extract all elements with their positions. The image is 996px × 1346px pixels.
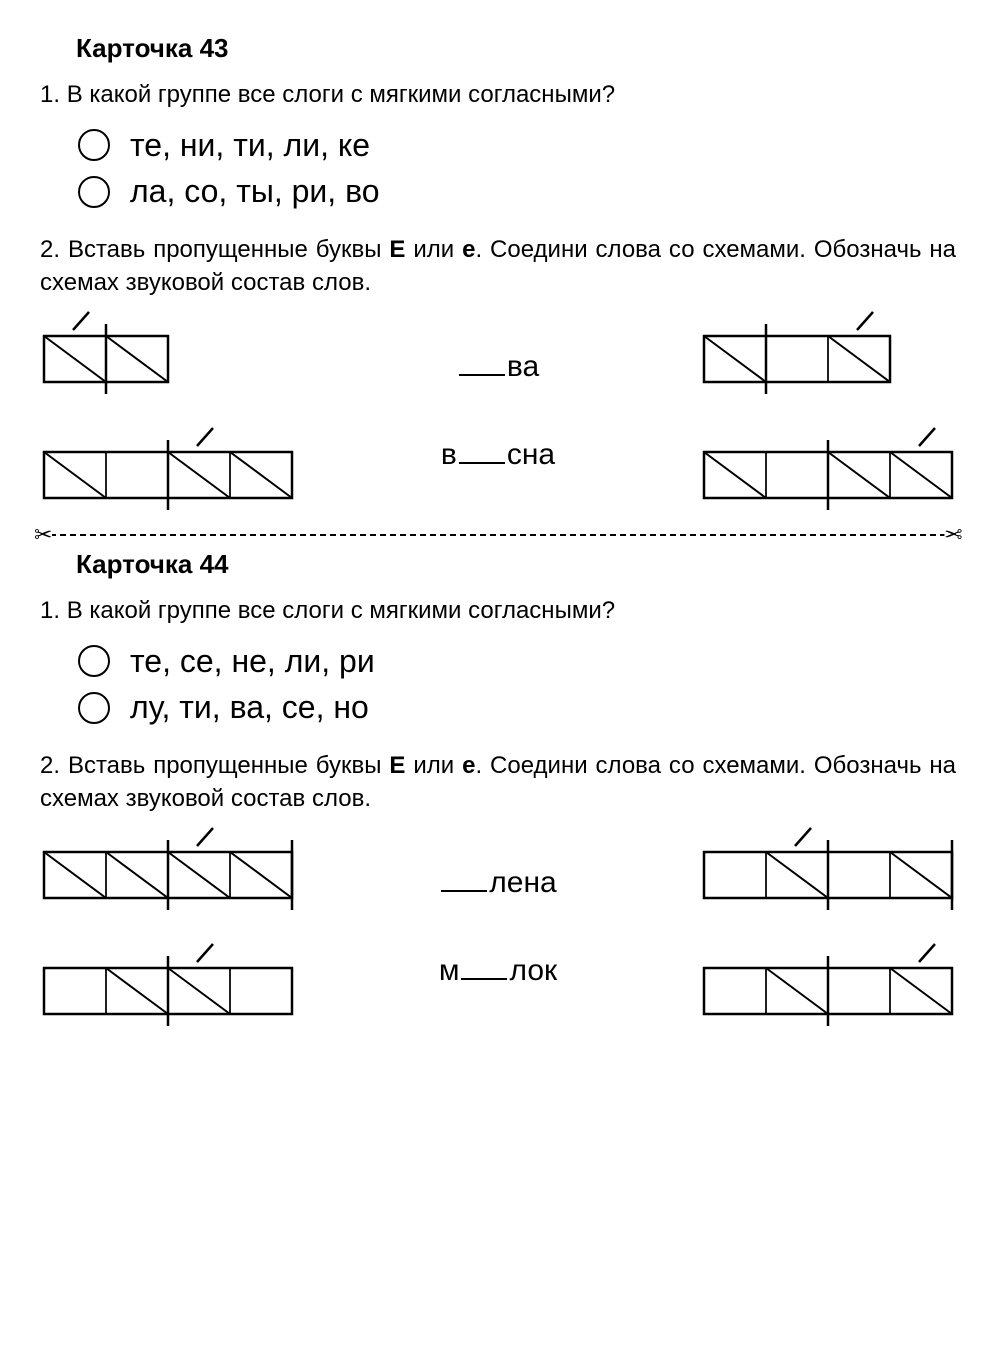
option-row[interactable]: ла, со, ты, ри, во (78, 168, 956, 214)
q1-num: 1. (40, 81, 60, 108)
syllable-schema (700, 824, 956, 912)
q1-text: В какой группе все слоги с мягкими согла… (67, 597, 615, 624)
card-43-schemas: ва всна (40, 308, 956, 512)
option-text: ла, со, ты, ри, во (130, 168, 380, 214)
syllable-schema (700, 940, 956, 1028)
q2-p2: или (405, 236, 462, 263)
left-col (40, 308, 296, 512)
syllable-schema (40, 824, 296, 912)
mid-col: ва всна (441, 308, 555, 476)
q2-p2: или (405, 752, 462, 779)
q2-num: 2. (40, 752, 60, 779)
q2-p3: е (462, 752, 475, 779)
q2-p1: Е (389, 236, 405, 263)
q2-p0: Вставь пропущенные буквы (68, 752, 389, 779)
q2-p3: е (462, 236, 475, 263)
syllable-schema (700, 424, 956, 512)
fill-word[interactable]: млок (439, 950, 557, 992)
q1-num: 1. (40, 597, 60, 624)
card-44-options: те, се, не, ли, ри лу, ти, ва, се, но (78, 638, 956, 731)
syllable-schema (40, 424, 296, 512)
q1-text: В какой группе все слоги с мягкими согла… (67, 81, 615, 108)
syllable-schema (40, 308, 172, 396)
option-row[interactable]: лу, ти, ва, се, но (78, 684, 956, 730)
card-44-q1: 1. В какой группе все слоги с мягкими со… (40, 594, 956, 628)
cut-line (40, 534, 956, 536)
radio-circle[interactable] (78, 645, 110, 677)
card-44-schemas: лена млок (40, 824, 956, 1028)
option-text: лу, ти, ва, се, но (130, 684, 369, 730)
radio-circle[interactable] (78, 692, 110, 724)
scissors-icon: ✂ (34, 520, 52, 551)
card-44-title: Карточка 44 (76, 546, 956, 582)
right-col (700, 824, 956, 1028)
radio-circle[interactable] (78, 176, 110, 208)
card-43-title: Карточка 43 (76, 30, 956, 66)
left-col (40, 824, 296, 1028)
option-text: те, ни, ти, ли, ке (130, 122, 370, 168)
syllable-schema (40, 940, 296, 1028)
card-44-q2: 2. Вставь пропущенные буквы Е или е. Сое… (40, 749, 956, 816)
radio-circle[interactable] (78, 129, 110, 161)
mid-col: лена млок (439, 824, 557, 992)
card-43-q1: 1. В какой группе все слоги с мягкими со… (40, 78, 956, 112)
option-row[interactable]: те, се, не, ли, ри (78, 638, 956, 684)
q2-num: 2. (40, 236, 60, 263)
fill-word[interactable]: ва (457, 346, 539, 388)
card-43-options: те, ни, ти, ли, ке ла, со, ты, ри, во (78, 122, 956, 215)
q2-p0: Вставь пропущенные буквы (68, 236, 389, 263)
scissors-icon: ✂ (944, 520, 962, 551)
right-col (700, 308, 956, 512)
fill-word[interactable]: лена (439, 862, 556, 904)
option-row[interactable]: те, ни, ти, ли, ке (78, 122, 956, 168)
fill-word[interactable]: всна (441, 434, 555, 476)
syllable-schema (700, 308, 894, 396)
q2-p1: Е (389, 752, 405, 779)
card-43-q2: 2. Вставь пропущенные буквы Е или е. Сое… (40, 233, 956, 300)
option-text: те, се, не, ли, ри (130, 638, 375, 684)
